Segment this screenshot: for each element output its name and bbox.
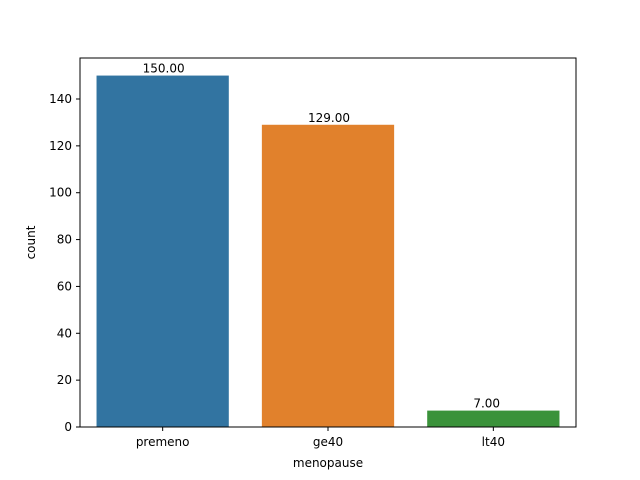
x-tick-label-premeno: premeno xyxy=(136,435,190,449)
y-tick-label-80: 80 xyxy=(57,233,72,247)
y-tick-label-100: 100 xyxy=(49,186,72,200)
x-tick-label-lt40: lt40 xyxy=(482,435,505,449)
bar-value-label-premeno: 150.00 xyxy=(143,62,185,76)
y-tick-label-20: 20 xyxy=(57,373,72,387)
x-tick-label-ge40: ge40 xyxy=(313,435,343,449)
x-axis: premeno ge40 lt40 xyxy=(136,427,505,449)
bar-value-label-lt40: 7.00 xyxy=(473,397,500,411)
bar-ge40 xyxy=(261,124,395,428)
y-tick-label-120: 120 xyxy=(49,139,72,153)
x-axis-label: menopause xyxy=(293,456,363,470)
y-tick-label-40: 40 xyxy=(57,326,72,340)
bars-group xyxy=(96,75,560,428)
bar-lt40 xyxy=(427,410,560,427)
y-axis-label: count xyxy=(24,225,38,259)
y-tick-label-140: 140 xyxy=(49,92,72,106)
plot-frame xyxy=(79,57,577,428)
y-tick-label-0: 0 xyxy=(64,420,72,434)
bar-value-label-ge40: 129.00 xyxy=(308,111,350,125)
bar-value-labels: 150.00 129.00 7.00 xyxy=(143,62,500,411)
y-tick-label-60: 60 xyxy=(57,279,72,293)
y-axis: 0 20 40 60 80 100 120 140 xyxy=(49,92,80,434)
bar-premeno xyxy=(96,75,229,428)
